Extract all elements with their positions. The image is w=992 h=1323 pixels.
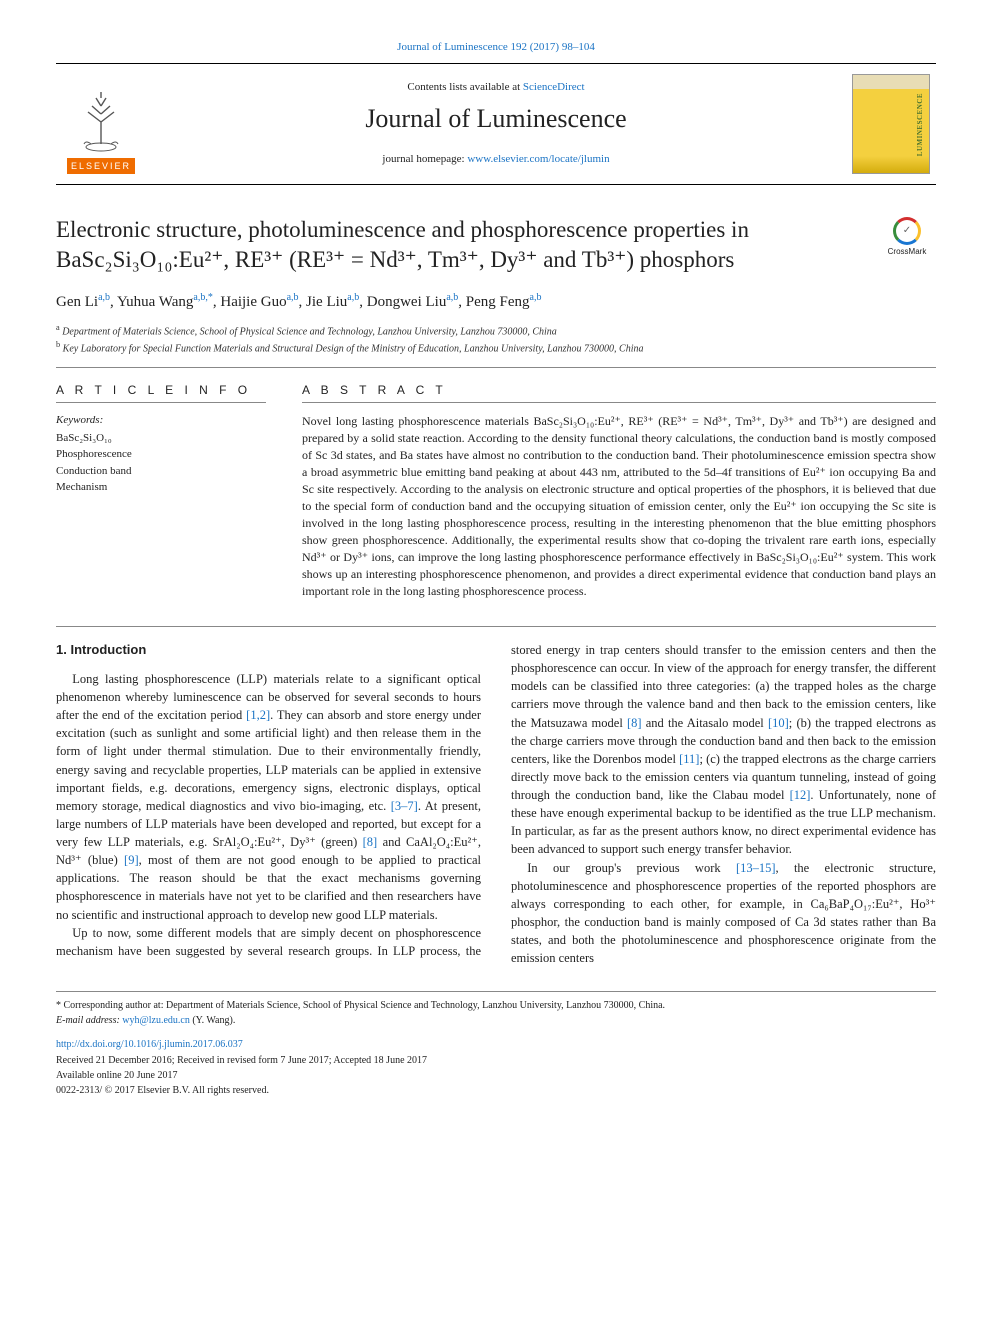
corresponding-author: * Corresponding author at: Department of… bbox=[56, 998, 936, 1028]
email-link[interactable]: wyh@lzu.edu.cn bbox=[122, 1015, 190, 1026]
divider bbox=[56, 626, 936, 627]
sciencedirect-link[interactable]: ScienceDirect bbox=[523, 81, 585, 93]
doi-line: http://dx.doi.org/10.1016/j.jlumin.2017.… bbox=[56, 1038, 936, 1052]
journal-cover-block: LUMINESCENCE bbox=[846, 74, 936, 174]
ref-link[interactable]: [11] bbox=[679, 752, 699, 766]
cover-label: LUMINESCENCE bbox=[916, 93, 925, 156]
keyword: Mechanism bbox=[56, 479, 266, 496]
ref-link[interactable]: [12] bbox=[790, 788, 811, 802]
crossmark-badge[interactable]: ✓ CrossMark bbox=[878, 217, 936, 258]
keyword: Phosphorescence bbox=[56, 446, 266, 463]
copyright-line: 0022-2313/ © 2017 Elsevier B.V. All righ… bbox=[56, 1083, 936, 1098]
abstract-rule bbox=[302, 402, 936, 403]
keywords-list: BaSc₂Si₃O₁₀ Phosphorescence Conduction b… bbox=[56, 430, 266, 496]
authors-line: Gen Lia,b, Yuhua Wanga,b,*, Haijie Guoa,… bbox=[56, 291, 936, 312]
available-line: Available online 20 June 2017 bbox=[56, 1068, 936, 1083]
received-line: Received 21 December 2016; Received in r… bbox=[56, 1053, 936, 1068]
doi-link[interactable]: http://dx.doi.org/10.1016/j.jlumin.2017.… bbox=[56, 1039, 243, 1050]
crossmark-icon: ✓ bbox=[893, 217, 921, 245]
elsevier-label: ELSEVIER bbox=[67, 158, 135, 174]
email-suffix: (Y. Wang). bbox=[190, 1015, 236, 1026]
section-heading: 1. Introduction bbox=[56, 641, 481, 660]
info-rule bbox=[56, 402, 266, 403]
ref-link[interactable]: [3–7] bbox=[391, 799, 418, 813]
article-title: Electronic structure, photoluminescence … bbox=[56, 215, 866, 275]
journal-cover: LUMINESCENCE bbox=[852, 74, 930, 174]
contents-line: Contents lists available at ScienceDirec… bbox=[146, 80, 846, 95]
body-columns: 1. Introduction Long lasting phosphoresc… bbox=[56, 641, 936, 967]
contents-prefix: Contents lists available at bbox=[407, 81, 522, 93]
journal-citation: Journal of Luminescence 192 (2017) 98–10… bbox=[56, 40, 936, 55]
keywords-label: Keywords: bbox=[56, 413, 266, 428]
article-info: A R T I C L E I N F O Keywords: BaSc₂Si₃… bbox=[56, 382, 266, 601]
corr-text: Corresponding author at: Department of M… bbox=[61, 1000, 665, 1011]
ref-link[interactable]: [13–15] bbox=[736, 861, 776, 875]
publisher-logo-block: ELSEVIER bbox=[56, 74, 146, 174]
affiliation-b: b Key Laboratory for Special Function Ma… bbox=[56, 339, 936, 356]
body-paragraph: Long lasting phosphorescence (LLP) mater… bbox=[56, 670, 481, 924]
body-paragraph: In our group's previous work [13–15], th… bbox=[511, 859, 936, 968]
affiliation-a: a Department of Materials Science, Schoo… bbox=[56, 322, 936, 339]
article-info-heading: A R T I C L E I N F O bbox=[56, 382, 266, 398]
journal-citation-link[interactable]: Journal of Luminescence 192 (2017) 98–10… bbox=[397, 41, 595, 53]
abstract-heading: A B S T R A C T bbox=[302, 382, 936, 398]
header-center: Contents lists available at ScienceDirec… bbox=[146, 74, 846, 174]
ref-link[interactable]: [10] bbox=[768, 716, 789, 730]
footer-rule bbox=[56, 991, 936, 992]
ref-link[interactable]: [8] bbox=[363, 835, 378, 849]
abstract: A B S T R A C T Novel long lasting phosp… bbox=[302, 382, 936, 601]
ref-link[interactable]: [9] bbox=[124, 853, 139, 867]
elsevier-tree-icon bbox=[66, 84, 136, 154]
abstract-text: Novel long lasting phosphorescence mater… bbox=[302, 413, 936, 600]
affiliations: a Department of Materials Science, Schoo… bbox=[56, 322, 936, 357]
divider bbox=[56, 367, 936, 368]
homepage-prefix: journal homepage: bbox=[382, 153, 467, 165]
ref-link[interactable]: [8] bbox=[627, 716, 642, 730]
crossmark-label: CrossMark bbox=[888, 247, 927, 258]
journal-homepage-link[interactable]: www.elsevier.com/locate/jlumin bbox=[467, 153, 609, 165]
keyword: Conduction band bbox=[56, 463, 266, 480]
journal-header: ELSEVIER Contents lists available at Sci… bbox=[56, 63, 936, 185]
ref-link[interactable]: [1,2] bbox=[246, 708, 270, 722]
dates-block: Received 21 December 2016; Received in r… bbox=[56, 1053, 936, 1098]
email-label: E-mail address: bbox=[56, 1015, 122, 1026]
journal-name: Journal of Luminescence bbox=[146, 101, 846, 136]
keyword: BaSc₂Si₃O₁₀ bbox=[56, 430, 266, 447]
homepage-line: journal homepage: www.elsevier.com/locat… bbox=[146, 152, 846, 167]
